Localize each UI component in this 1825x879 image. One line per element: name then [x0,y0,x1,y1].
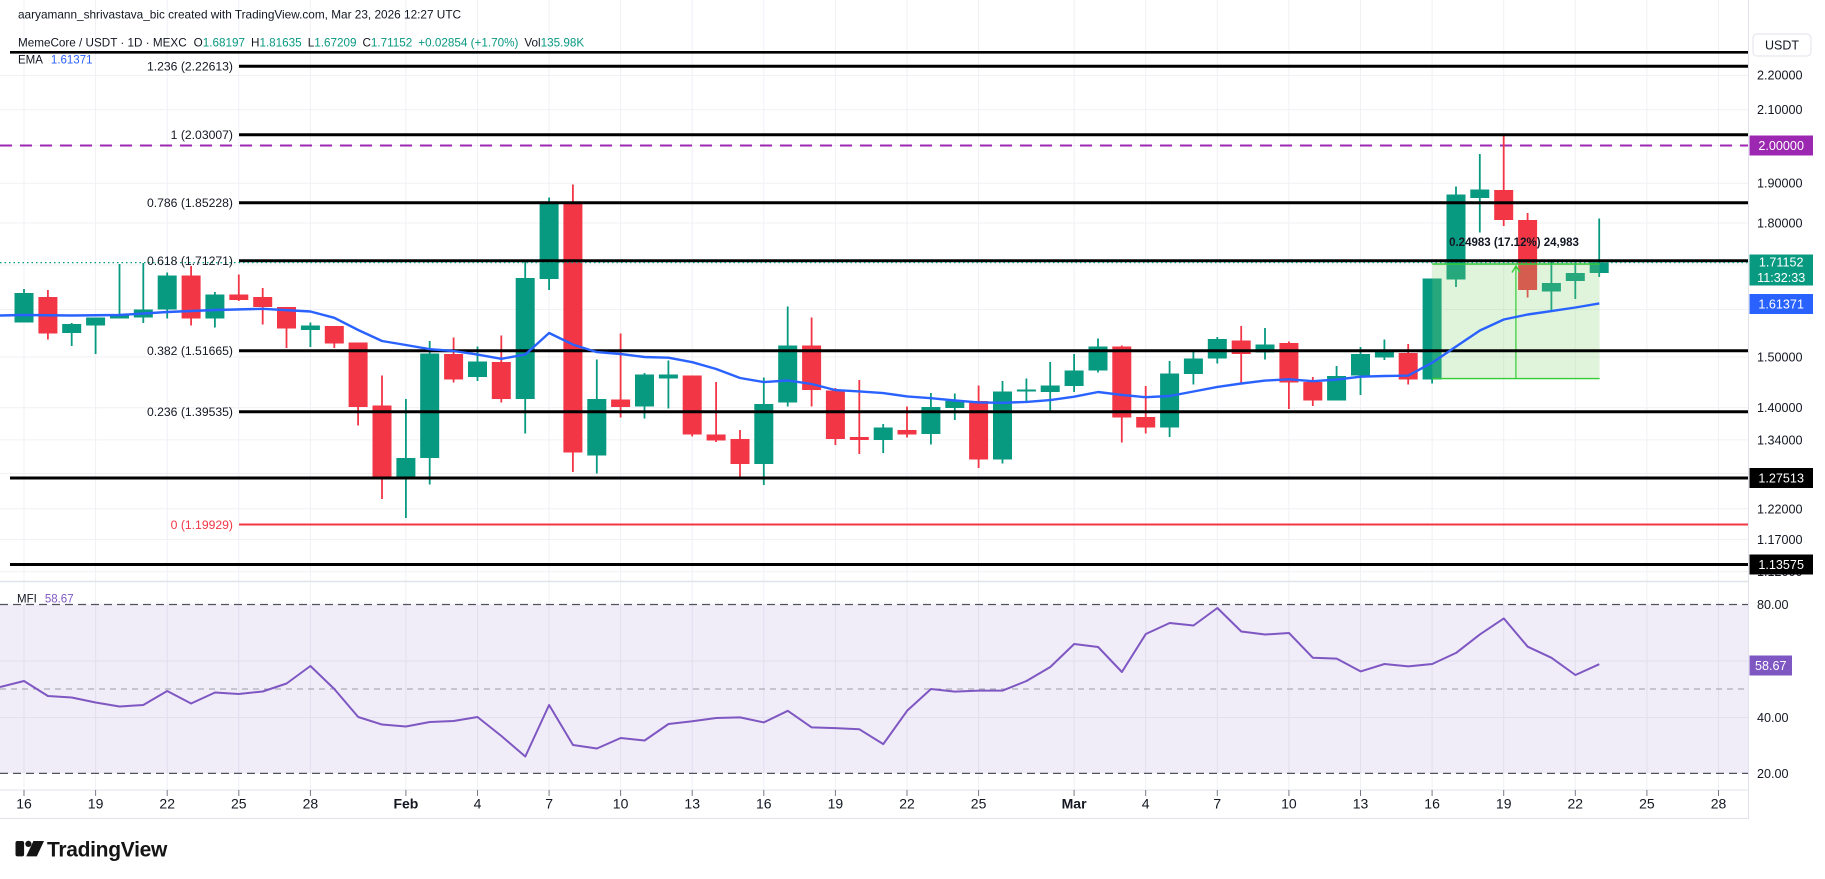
svg-text:1.50000: 1.50000 [1757,350,1803,364]
svg-text:TradingView: TradingView [47,839,168,862]
svg-text:13: 13 [1353,796,1369,812]
svg-text:0.382 (1.51665): 0.382 (1.51665) [147,344,233,358]
svg-text:Mar: Mar [1062,796,1087,812]
svg-text:1.61371: 1.61371 [1758,297,1804,311]
svg-text:1.71152: 1.71152 [1759,256,1804,270]
svg-text:0.618 (1.71271): 0.618 (1.71271) [147,254,233,268]
svg-text:0 (1.19929): 0 (1.19929) [171,518,233,532]
svg-text:1.80000: 1.80000 [1757,216,1803,230]
svg-text:19: 19 [1496,796,1512,812]
svg-text:22: 22 [1568,796,1584,812]
svg-text:19: 19 [88,796,104,812]
svg-text:80.00: 80.00 [1757,598,1789,612]
svg-text:10: 10 [613,796,629,812]
svg-text:16: 16 [756,796,772,812]
svg-text:10: 10 [1281,796,1297,812]
svg-text:0.786 (1.85228): 0.786 (1.85228) [147,196,233,210]
svg-text:16: 16 [1424,796,1440,812]
svg-text:25: 25 [971,796,987,812]
svg-text:20.00: 20.00 [1757,767,1789,781]
svg-text:1.22000: 1.22000 [1757,502,1803,516]
svg-text:28: 28 [303,796,319,812]
svg-text:16: 16 [16,796,32,812]
svg-text:7: 7 [545,796,553,812]
svg-text:0.236 (1.39535): 0.236 (1.39535) [147,405,233,419]
svg-text:1.17000: 1.17000 [1757,533,1803,547]
svg-text:25: 25 [1639,796,1655,812]
svg-text:7: 7 [1213,796,1221,812]
svg-text:2.00000: 2.00000 [1758,139,1804,153]
svg-text:1.40000: 1.40000 [1757,401,1803,415]
svg-text:Feb: Feb [393,796,418,812]
svg-text:22: 22 [899,796,915,812]
svg-text:1.13575: 1.13575 [1758,558,1804,572]
svg-text:4: 4 [474,796,482,812]
svg-text:0.24983 (17.12%) 24,983: 0.24983 (17.12%) 24,983 [1449,237,1579,249]
svg-text:11:32:33: 11:32:33 [1757,271,1805,285]
svg-text:28: 28 [1711,796,1727,812]
svg-text:2.10000: 2.10000 [1757,103,1803,117]
svg-text:1.34000: 1.34000 [1757,433,1803,447]
svg-text:USDT: USDT [1765,39,1799,53]
svg-text:40.00: 40.00 [1757,711,1789,725]
svg-text:4: 4 [1142,796,1150,812]
svg-text:1 (2.03007): 1 (2.03007) [171,128,233,142]
svg-text:25: 25 [231,796,247,812]
svg-text:13: 13 [684,796,700,812]
svg-text:aaryamann_shrivastava_bic crea: aaryamann_shrivastava_bic created with T… [18,8,462,22]
svg-text:1.90000: 1.90000 [1757,177,1803,191]
svg-text:1.236 (2.22613): 1.236 (2.22613) [147,60,233,74]
svg-text:2.20000: 2.20000 [1757,69,1803,83]
svg-text:1.27513: 1.27513 [1758,471,1804,485]
svg-text:19: 19 [828,796,844,812]
svg-text:58.67: 58.67 [1755,659,1787,673]
svg-text:22: 22 [159,796,175,812]
